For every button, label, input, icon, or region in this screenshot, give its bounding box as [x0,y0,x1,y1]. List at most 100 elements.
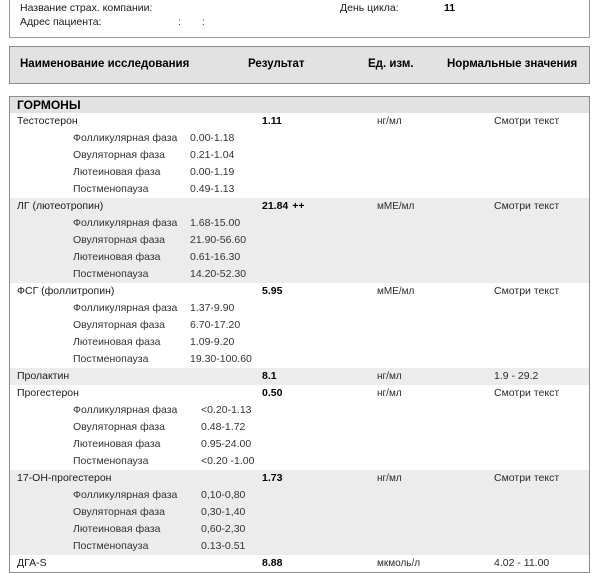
phase-range: 0.48-1.72 [201,421,246,433]
result-value: 5.95 [262,285,283,297]
phase-range: 0.95-24.00 [201,438,252,450]
phase-label: Постменопауза [73,455,149,467]
analyte-units: мкмоль/л [377,558,421,569]
result-value: 1.73 [262,472,283,484]
analyte-units: мМЕ/мл [377,286,415,297]
reference-range-row: Овуляторная фаза 0.48-1.72 [10,419,589,436]
patient-header-box: Название страх. компании: День цикла: 11… [9,0,590,38]
patient-address-label: Адрес пациента: [20,16,102,28]
reference-range-row: Овуляторная фаза 21.90-56.60 [10,232,589,249]
analyte-name: Тестостерон [17,115,78,127]
phase-label: Лютеиновая фаза [73,336,161,348]
reference-range-row: Постменопауза 0.13-0.51 [10,538,589,555]
reference-range-row: Фолликулярная фаза 0.00-1.18 [10,130,589,147]
phase-label: Овуляторная фаза [73,319,165,331]
phase-range: 6.70-17.20 [190,319,241,331]
phase-label: Овуляторная фаза [73,506,165,518]
phase-range: 1.68-15.00 [190,217,241,229]
phase-range: 0.49-1.13 [190,183,235,195]
reference-range-row: Постменопауза 19.30-100.60 [10,351,589,368]
analyte-result: 21.84 ++ [262,198,305,215]
group-title-hormones: ГОРМОНЫ [10,97,589,113]
analyte-result: 1.73 [262,470,282,487]
analyte-name: ЛГ (лютеотропин) [17,200,104,212]
phase-range: 14.20-52.30 [190,268,247,280]
reference-range-row: Овуляторная фаза 0.21-1.04 [10,147,589,164]
analyte-normal-range: Смотри текст [494,200,560,212]
reference-range-row: Лютеиновая фаза 0.00-1.19 [10,164,589,181]
phase-label: Лютеиновая фаза [73,251,161,263]
analyte-result: 5.95 [262,283,282,300]
phase-range: <0.20-1.13 [201,404,252,416]
analyte-block: Тестостерон 1.11 нг/мл Смотри текст Фолликул… [10,113,589,198]
analyte-units: нг/мл [377,388,402,399]
analyte-block: Прогестерон 0.50 нг/мл Смотри текст Фолликул… [10,385,589,470]
phase-label: Овуляторная фаза [73,234,165,246]
phase-label: Фолликулярная фаза [73,132,178,144]
result-value: 21.84 [262,200,289,212]
analyte-units: нг/мл [377,371,402,382]
reference-range-row: Овуляторная фаза 0,30-1,40 [10,504,589,521]
analyte-normal-range: Смотри текст [494,285,560,297]
reference-range-row: Фолликулярная фаза 0,10-0,80 [10,487,589,504]
phase-range: 0,30-1,40 [201,506,246,518]
analyte-block: ДГА-S 8.88 мкмоль/л 4.02 - 11.00 [10,555,589,572]
analyte-result: 0.50 [262,385,282,402]
phase-label: Постменопауза [73,183,149,195]
analyte-normal-range: Смотри текст [494,387,560,399]
table-row: 17-ОН-прогестерон 1.73 нг/мл Смотри текст [10,470,589,487]
abnormal-flag: ++ [292,200,305,212]
column-header-units: Ед. изм. [368,58,414,70]
analyte-units: нг/мл [377,473,402,484]
analyte-name: ДГА-S [17,557,47,569]
results-table: ГОРМОНЫ Тестостерон 1.11 нг/мл Смотри текст… [9,96,590,573]
phase-label: Лютеиновая фаза [73,523,161,535]
analyte-name: ФСГ (фоллитропин) [17,285,115,297]
table-column-header: Наименование исследования Результат Ед. … [9,46,590,84]
result-value: 1.11 [262,115,282,127]
table-row: ЛГ (лютеотропин) 21.84 ++ мМЕ/мл Смотри текс… [10,198,589,215]
analyte-block: Пролактин 8.1 нг/мл 1.9 - 29.2 [10,368,589,385]
phase-label: Лютеиновая фаза [73,166,161,178]
reference-range-row: Постменопауза 14.20-52.30 [10,266,589,283]
phase-label: Постменопауза [73,540,149,552]
analyte-normal-range: Смотри текст [494,115,560,127]
phase-range: 19.30-100.60 [190,353,252,365]
reference-range-row: Постменопауза <0.20 -1.00 [10,453,589,470]
table-row: ФСГ (фоллитропин) 5.95 мМЕ/мл Смотри текст [10,283,589,300]
table-row: Тестостерон 1.11 нг/мл Смотри текст [10,113,589,130]
phase-range: 0.00-1.18 [190,132,235,144]
phase-range: 0.13-0.51 [201,540,246,552]
analyte-result: 8.1 [262,368,277,385]
analyte-block: ФСГ (фоллитропин) 5.95 мМЕ/мл Смотри текст Ф… [10,283,589,368]
analyte-normal-range: 4.02 - 11.00 [494,557,550,569]
phase-label: Фолликулярная фаза [73,302,178,314]
insurance-company-label: Название страх. компании: [20,2,153,14]
cycle-day-value: 11 [444,2,456,14]
phase-range: <0.20 -1.00 [201,455,255,467]
phase-label: Овуляторная фаза [73,149,165,161]
table-row: ДГА-S 8.88 мкмоль/л 4.02 - 11.00 [10,555,589,572]
analyte-result: 8.88 [262,555,282,572]
reference-range-row: Лютеиновая фаза 0.95-24.00 [10,436,589,453]
phase-label: Овуляторная фаза [73,421,165,433]
phase-label: Постменопауза [73,353,149,365]
analyte-block: 17-ОН-прогестерон 1.73 нг/мл Смотри текст Фо… [10,470,589,555]
analyte-name: Прогестерон [17,387,79,399]
result-value: 8.88 [262,557,283,569]
analyte-block: ЛГ (лютеотропин) 21.84 ++ мМЕ/мл Смотри текс… [10,198,589,283]
reference-range-row: Лютеиновая фаза 1.09-9.20 [10,334,589,351]
column-header-normal: Нормальные значения [447,58,578,70]
analyte-name: Пролактин [17,370,70,382]
phase-label: Постменопауза [73,268,149,280]
reference-range-row: Фолликулярная фаза <0.20-1.13 [10,402,589,419]
phase-range: 0,10-0,80 [201,489,246,501]
reference-range-row: Лютеиновая фаза 0.61-16.30 [10,249,589,266]
reference-range-row: Постменопауза 0.49-1.13 [10,181,589,198]
reference-range-row: Лютеиновая фаза 0,60-2,30 [10,521,589,538]
analyte-name: 17-ОН-прогестерон [17,472,112,484]
table-row: Прогестерон 0.50 нг/мл Смотри текст [10,385,589,402]
phase-label: Фолликулярная фаза [73,489,178,501]
header-row-insurance: Название страх. компании: День цикла: 11 [10,1,589,16]
phase-range: 0.21-1.04 [190,149,235,161]
